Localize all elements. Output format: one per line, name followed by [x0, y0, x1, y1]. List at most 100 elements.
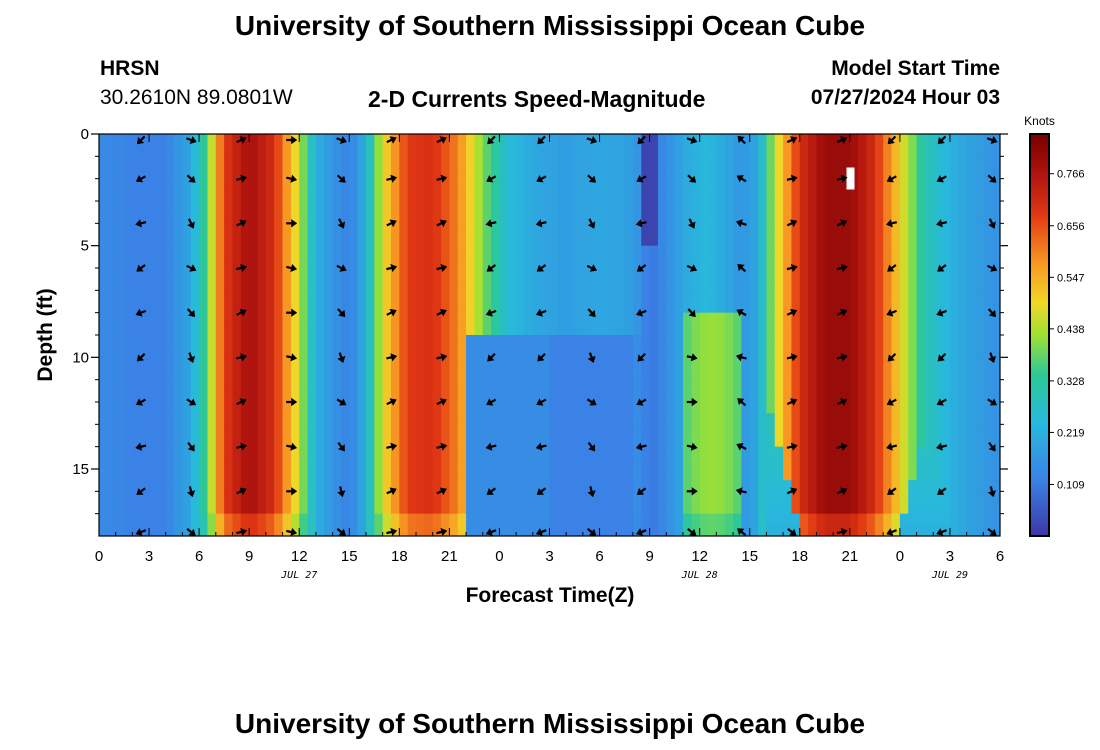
heatmap-cell: [232, 189, 242, 202]
heatmap-cell: [941, 323, 951, 336]
heatmap-cell: [332, 402, 342, 414]
heatmap-cell: [858, 502, 868, 515]
heatmap-cell: [190, 178, 200, 191]
heatmap-cell: [232, 201, 242, 213]
heatmap-cell: [149, 323, 158, 336]
colorbar-step: [1030, 342, 1049, 345]
heatmap-cell: [974, 201, 984, 213]
heatmap-cell: [749, 413, 759, 425]
heatmap-cell: [115, 446, 125, 459]
heatmap-cell: [641, 513, 651, 526]
heatmap-cell: [516, 167, 526, 180]
colorbar-step: [1030, 404, 1049, 407]
heatmap-cell: [682, 189, 692, 202]
heatmap-cell: [207, 357, 217, 370]
current-arrow: [436, 353, 448, 362]
heatmap-cell: [866, 245, 876, 258]
colorbar-step: [1030, 452, 1049, 455]
heatmap-cell: [215, 390, 225, 403]
heatmap-cell: [441, 290, 450, 303]
heatmap-cell: [124, 201, 133, 213]
heatmap-cell: [607, 357, 617, 370]
colorbar-step: [1030, 190, 1049, 193]
y-axis-label: Depth (ft): [34, 288, 57, 382]
heatmap-cell: [491, 156, 501, 169]
heatmap-cell: [607, 189, 617, 202]
heatmap-cell: [357, 312, 367, 325]
heatmap-cell: [107, 156, 117, 169]
heatmap-cell: [783, 413, 793, 425]
heatmap-cell: [699, 491, 709, 504]
heatmap-cell: [257, 234, 267, 247]
heatmap-cell: [933, 178, 943, 191]
heatmap-cell: [215, 502, 225, 515]
heatmap-cell: [958, 212, 968, 224]
heatmap-cell: [574, 268, 584, 280]
heatmap-cell: [933, 513, 943, 526]
heatmap-cell: [657, 379, 667, 392]
heatmap-cell: [224, 279, 234, 291]
heatmap-cell: [257, 402, 267, 414]
heatmap-cell: [232, 256, 242, 269]
heatmap-cell: [299, 457, 309, 470]
colorbar-step: [1030, 304, 1049, 307]
heatmap-cell: [991, 413, 1000, 425]
heatmap-cell: [165, 156, 175, 169]
heatmap-cell: [274, 145, 284, 157]
heatmap-cell: [407, 134, 417, 146]
colorbar-step: [1030, 434, 1049, 437]
heatmap-cell: [632, 301, 642, 314]
heatmap-cell: [607, 312, 617, 325]
heatmap-cell: [824, 223, 834, 236]
heatmap-cell: [416, 390, 425, 403]
heatmap-cell: [249, 413, 259, 425]
heatmap-cell: [249, 234, 259, 247]
heatmap-cell: [883, 346, 893, 358]
heatmap-cell: [265, 167, 275, 180]
heatmap-cell: [257, 390, 267, 403]
heatmap-cell: [983, 268, 993, 280]
heatmap-cell: [441, 435, 450, 448]
heatmap-cell: [240, 435, 250, 448]
heatmap-cell: [482, 335, 492, 347]
heatmap-cell: [749, 279, 759, 291]
heatmap-cell: [641, 457, 651, 470]
heatmap-cell: [274, 424, 284, 437]
heatmap-cell: [516, 189, 526, 202]
heatmap-cell: [257, 279, 267, 291]
heatmap-cell: [215, 379, 225, 392]
colorbar-step: [1030, 228, 1049, 231]
heatmap-cell: [349, 424, 359, 437]
heatmap-cell: [132, 178, 142, 191]
heatmap-cell: [691, 290, 701, 303]
heatmap-cell: [307, 189, 317, 202]
heatmap-cell: [716, 201, 726, 213]
colorbar-step: [1030, 416, 1049, 419]
heatmap-cell: [424, 279, 434, 291]
heatmap-cell: [632, 413, 642, 425]
heatmap-cell: [866, 323, 876, 336]
heatmap-cell: [574, 491, 584, 504]
heatmap-cell: [941, 513, 951, 526]
heatmap-cell: [224, 424, 234, 437]
heatmap-cell: [432, 491, 442, 504]
heatmap-cell: [424, 513, 434, 526]
heatmap-cell: [249, 245, 259, 258]
current-arrow: [337, 218, 346, 229]
heatmap-cell: [357, 156, 367, 169]
heatmap-cell: [224, 167, 234, 180]
heatmap-cell: [491, 178, 501, 191]
heatmap-cell: [908, 346, 918, 358]
heatmap-cell: [524, 446, 534, 459]
heatmap-cell: [666, 223, 676, 236]
heatmap-cell: [666, 379, 676, 392]
heatmap-cell: [299, 413, 309, 425]
heatmap-cell: [991, 524, 1000, 536]
heatmap-cell: [616, 469, 626, 481]
heatmap-cell: [724, 312, 734, 325]
heatmap-cell: [708, 368, 717, 381]
heatmap-cell: [783, 524, 793, 536]
heatmap-cell: [983, 189, 993, 202]
heatmap-cell: [824, 446, 834, 459]
heatmap-cell: [758, 189, 767, 202]
